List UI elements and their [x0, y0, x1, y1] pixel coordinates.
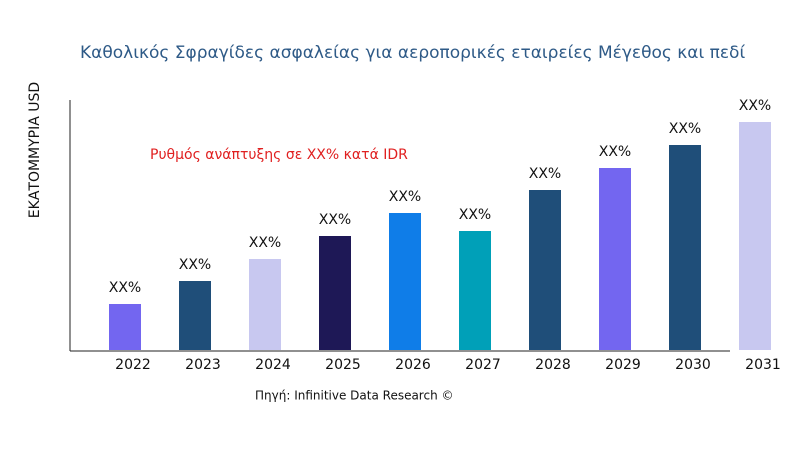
bar [389, 213, 421, 350]
x-tick-label: 2031 [745, 357, 781, 373]
value-label: XX% [249, 235, 281, 251]
x-tick-label: 2028 [535, 357, 571, 373]
value-label: XX% [389, 189, 421, 205]
bar [599, 168, 631, 350]
source: Πηγή: Infinitive Data Research © [255, 389, 454, 403]
chart-title: Καθολικός Σφραγίδες ασφαλείας για αεροπο… [80, 43, 745, 63]
x-tick-label: 2022 [115, 357, 151, 373]
x-tick-label: 2023 [185, 357, 221, 373]
x-tick-label: 2024 [255, 357, 291, 373]
x-tick-label: 2026 [395, 357, 431, 373]
bar [319, 236, 351, 350]
value-label: XX% [109, 280, 141, 296]
value-label: XX% [529, 166, 561, 182]
bar [109, 304, 141, 350]
value-label: XX% [459, 207, 491, 223]
bar [179, 281, 211, 350]
annotation: Ρυθμός ανάπτυξης σε XX% κατά IDR [150, 147, 408, 163]
value-label: XX% [319, 212, 351, 228]
bar [249, 259, 281, 350]
value-label: XX% [739, 98, 771, 114]
x-tick-label: 2025 [325, 357, 361, 373]
bar [669, 145, 701, 350]
bar [529, 190, 561, 350]
bar [459, 231, 491, 350]
value-label: XX% [599, 144, 631, 160]
x-tick-label: 2027 [465, 357, 501, 373]
value-label: XX% [669, 121, 701, 137]
bar [739, 122, 771, 350]
value-label: XX% [179, 257, 211, 273]
y-axis-label: ΕΚΑΤΟΜΜΥΡΙΑ USD [27, 82, 43, 218]
x-tick-label: 2030 [675, 357, 711, 373]
x-tick-label: 2029 [605, 357, 641, 373]
